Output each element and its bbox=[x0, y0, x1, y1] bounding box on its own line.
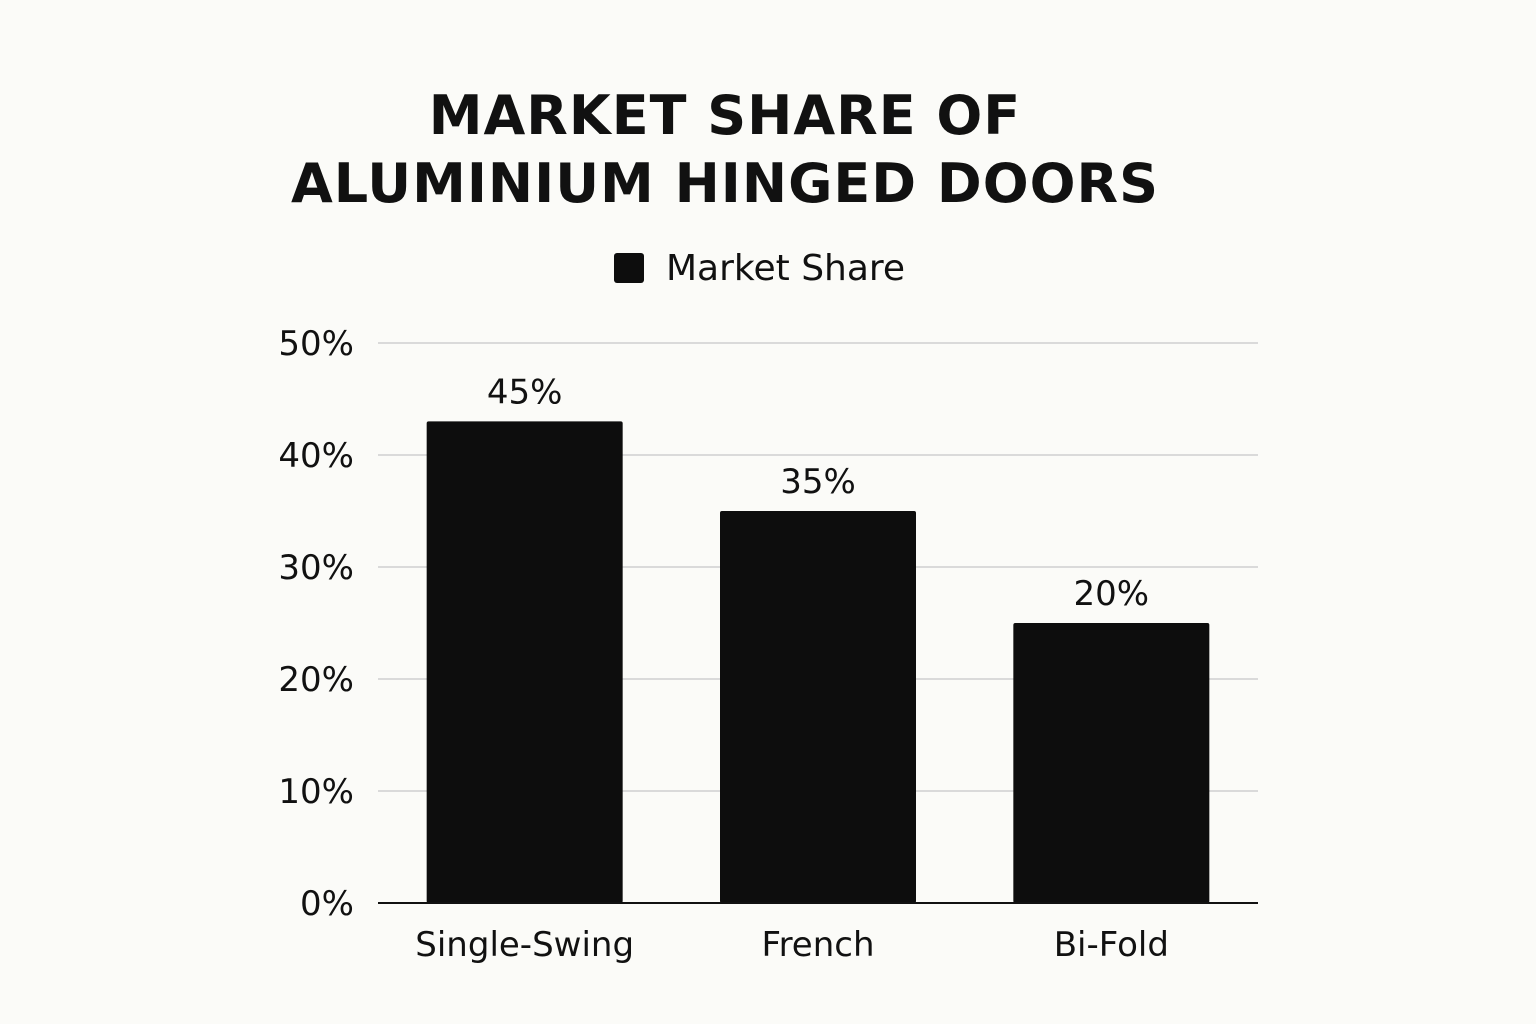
data-label: 45% bbox=[487, 372, 563, 412]
x-axis-ticks: Single-Swing French Bi-Fold bbox=[415, 925, 1169, 965]
y-tick-label: 50% bbox=[278, 324, 354, 364]
x-tick-label: French bbox=[761, 925, 874, 965]
data-labels: 45% 35% 20% bbox=[487, 372, 1149, 614]
data-label: 35% bbox=[780, 462, 856, 502]
bar bbox=[720, 511, 916, 903]
chart-title-line-1: MARKET SHARE OF bbox=[428, 84, 1022, 147]
bar bbox=[426, 421, 623, 903]
y-tick-label: 40% bbox=[278, 436, 354, 476]
x-tick-label: Single-Swing bbox=[415, 925, 634, 965]
chart-title-line-2: ALUMINIUM HINGED DOORS bbox=[290, 152, 1160, 215]
y-tick-label: 20% bbox=[278, 660, 354, 700]
y-axis-ticks: 0% 10% 20% 30% 40% 50% bbox=[278, 324, 354, 924]
y-tick-label: 10% bbox=[278, 772, 354, 812]
y-tick-label: 0% bbox=[300, 884, 354, 924]
legend-label: Market Share bbox=[666, 247, 906, 289]
chart-title: MARKET SHARE OF ALUMINIUM HINGED DOORS bbox=[200, 82, 1250, 218]
bars bbox=[426, 421, 1210, 903]
bar bbox=[1013, 623, 1210, 903]
chart-legend: Market Share bbox=[614, 247, 906, 289]
legend-swatch bbox=[614, 253, 644, 283]
x-tick-label: Bi-Fold bbox=[1054, 925, 1169, 965]
data-label: 20% bbox=[1074, 574, 1150, 614]
y-tick-label: 30% bbox=[278, 548, 354, 588]
